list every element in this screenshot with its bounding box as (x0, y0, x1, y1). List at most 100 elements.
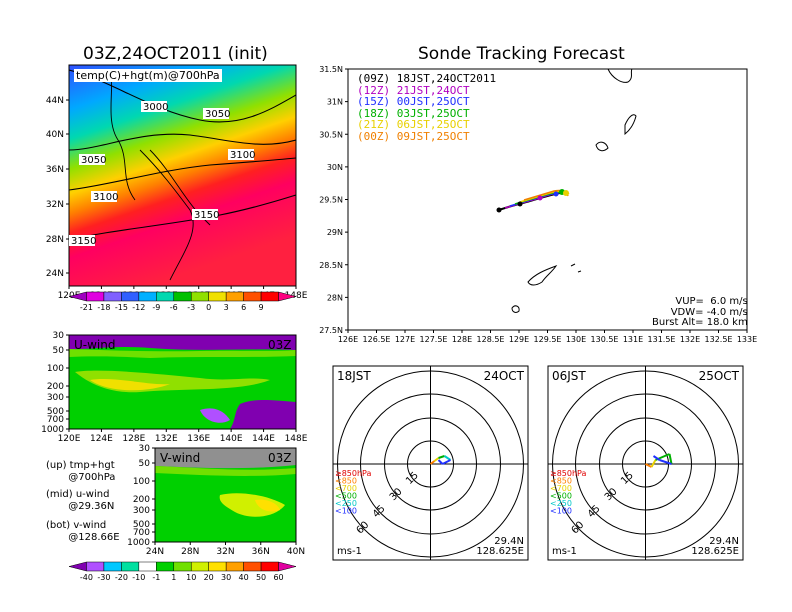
legend-entry: (18Z) 03JST,25OCT (357, 106, 470, 120)
lon-tick-label: 131.5E (648, 335, 676, 344)
colorbar-label: 3 (224, 303, 229, 312)
lon-tick-label: 126.5E (363, 335, 391, 344)
lon-tick-label: 120E (58, 291, 81, 301)
level-legend: <500 (335, 492, 357, 501)
level-legend: <250 (550, 499, 572, 508)
colorbar-label: 6 (241, 303, 246, 312)
lon-tick-label: 130E (566, 335, 586, 344)
unit-label: ms-1 (552, 546, 577, 557)
contour-label: 3150 (71, 236, 96, 247)
level-legend: <500 (550, 492, 572, 501)
contour-label: 3100 (230, 150, 255, 161)
lat-tick-label: 29.5N (319, 196, 343, 205)
lat-tick-label: 30.5N (319, 130, 343, 139)
pressure-tick-label: 200 (133, 495, 150, 505)
level-legend: ≥850hPa (550, 469, 587, 478)
u-wind-band (69, 349, 296, 358)
lat-tick-label: 24N (146, 547, 164, 557)
colorbar-label: 0 (206, 303, 211, 312)
v-wind-band (255, 499, 280, 512)
hodograph-date: 24OCT (484, 369, 525, 383)
hodograph-date: 25OCT (699, 369, 740, 383)
lon-tick-label: 129E (509, 335, 529, 344)
island (570, 263, 582, 273)
pressure-tick-label: 700 (133, 528, 150, 538)
temperature-field (69, 65, 296, 286)
lat-tick-label: 32N (46, 200, 64, 210)
hodograph-jst: 18JST (337, 369, 371, 383)
lat-tick-label: 29N (327, 228, 343, 237)
colorbar-label: 40 (239, 573, 249, 582)
lon-tick-label: 144E (252, 434, 275, 444)
level-legend: <850 (335, 477, 357, 486)
lon-tick-label: 140E (220, 434, 243, 444)
height-contour (69, 69, 296, 123)
lon-tick-label: 132E (155, 434, 178, 444)
u-wind-band (230, 400, 296, 429)
level-legend: <250 (335, 499, 357, 508)
lon-tick-label: 127.5E (420, 335, 448, 344)
note-bot: (bot) v-wind @128.66E (46, 520, 120, 543)
track-title: Sonde Tracking Forecast (418, 44, 625, 64)
legend-entry: (21Z) 06JST,25OCT (357, 118, 470, 131)
hodograph-jst: 06JST (552, 369, 586, 383)
wind-trace (438, 455, 445, 459)
wind-trace (668, 453, 673, 465)
overlay-label: temp(C)+hgt(m)@700hPa (74, 69, 222, 82)
level-legend: <100 (335, 507, 357, 516)
coastline (109, 69, 194, 281)
level-legend: ≥850hPa (335, 469, 372, 478)
lat-tick-label: 32N (216, 547, 234, 557)
colorbar-label: 9 (259, 303, 264, 312)
colorbar-label: -30 (97, 573, 110, 582)
lat-tick-label: 28N (327, 293, 343, 302)
wind-trace (645, 463, 652, 468)
colorbar-label: 20 (204, 573, 214, 582)
contour-label: 3150 (194, 210, 219, 221)
note-mid: (mid) u-wind @29.36N (46, 489, 115, 512)
lon-tick-label: 132E (680, 335, 700, 344)
u-wind-label: U-wind (74, 338, 116, 352)
launch-params: VUP= 6.0 m/s VDW= -4.0 m/s Burst Alt= 18.0… (652, 296, 748, 328)
colorbar-label: -21 (80, 303, 93, 312)
lat-tick-label: 40N (287, 547, 305, 557)
lon-tick-label: 127E (395, 335, 415, 344)
lon-tick-label: 133E (737, 335, 757, 344)
colorbar-label: -12 (132, 303, 145, 312)
pressure-tick-label: 50 (139, 459, 151, 469)
contour-label: 3050 (81, 155, 106, 166)
legend-entry: (12Z) 21JST,24OCT (357, 83, 470, 97)
lon-tick-label: 148E (285, 434, 308, 444)
pressure-tick-label: 100 (47, 364, 64, 374)
colorbar-label: -10 (132, 573, 145, 582)
lat-tick-label: 28.5N (319, 261, 343, 270)
lat-tick-label: 27.5N (319, 326, 343, 335)
pressure-tick-label: 30 (139, 444, 151, 454)
lon-tick-label: 124E (90, 434, 113, 444)
v-wind-time: 03Z (268, 451, 292, 465)
pressure-tick-label: 30 (53, 331, 65, 341)
hodograph-lat: 29.4N (709, 536, 739, 547)
level-legend: <700 (550, 484, 572, 493)
v-wind-label: V-wind (160, 451, 201, 465)
legend-entry: (09Z) 18JST,24OCT2011 (357, 72, 497, 85)
track-legend: (09Z) 18JST,24OCT2011 (12Z) 21JST,24OCT … (357, 73, 496, 142)
lat-tick-label: 30N (327, 163, 343, 172)
height-contour (69, 157, 296, 191)
lon-tick-label: 136E (187, 434, 210, 444)
colorbar-label: -15 (115, 303, 128, 312)
lat-tick-label: 28N (46, 235, 64, 245)
colorbar-label: -1 (152, 573, 160, 582)
lat-tick-label: 31.5N (319, 65, 343, 74)
colorbar-label: 10 (186, 573, 196, 582)
lat-tick-label: 36N (46, 165, 64, 175)
pressure-tick-label: 1000 (41, 425, 64, 435)
lat-tick-label: 28N (181, 547, 199, 557)
u-wind-band (69, 335, 296, 350)
lon-tick-label: 129.5E (534, 335, 562, 344)
map-title: 03Z,24OCT2011 (init) (83, 44, 268, 64)
contour-label: 3000 (143, 102, 168, 113)
pressure-tick-label: 700 (47, 415, 64, 425)
lon-tick-label: 148E (285, 291, 308, 301)
